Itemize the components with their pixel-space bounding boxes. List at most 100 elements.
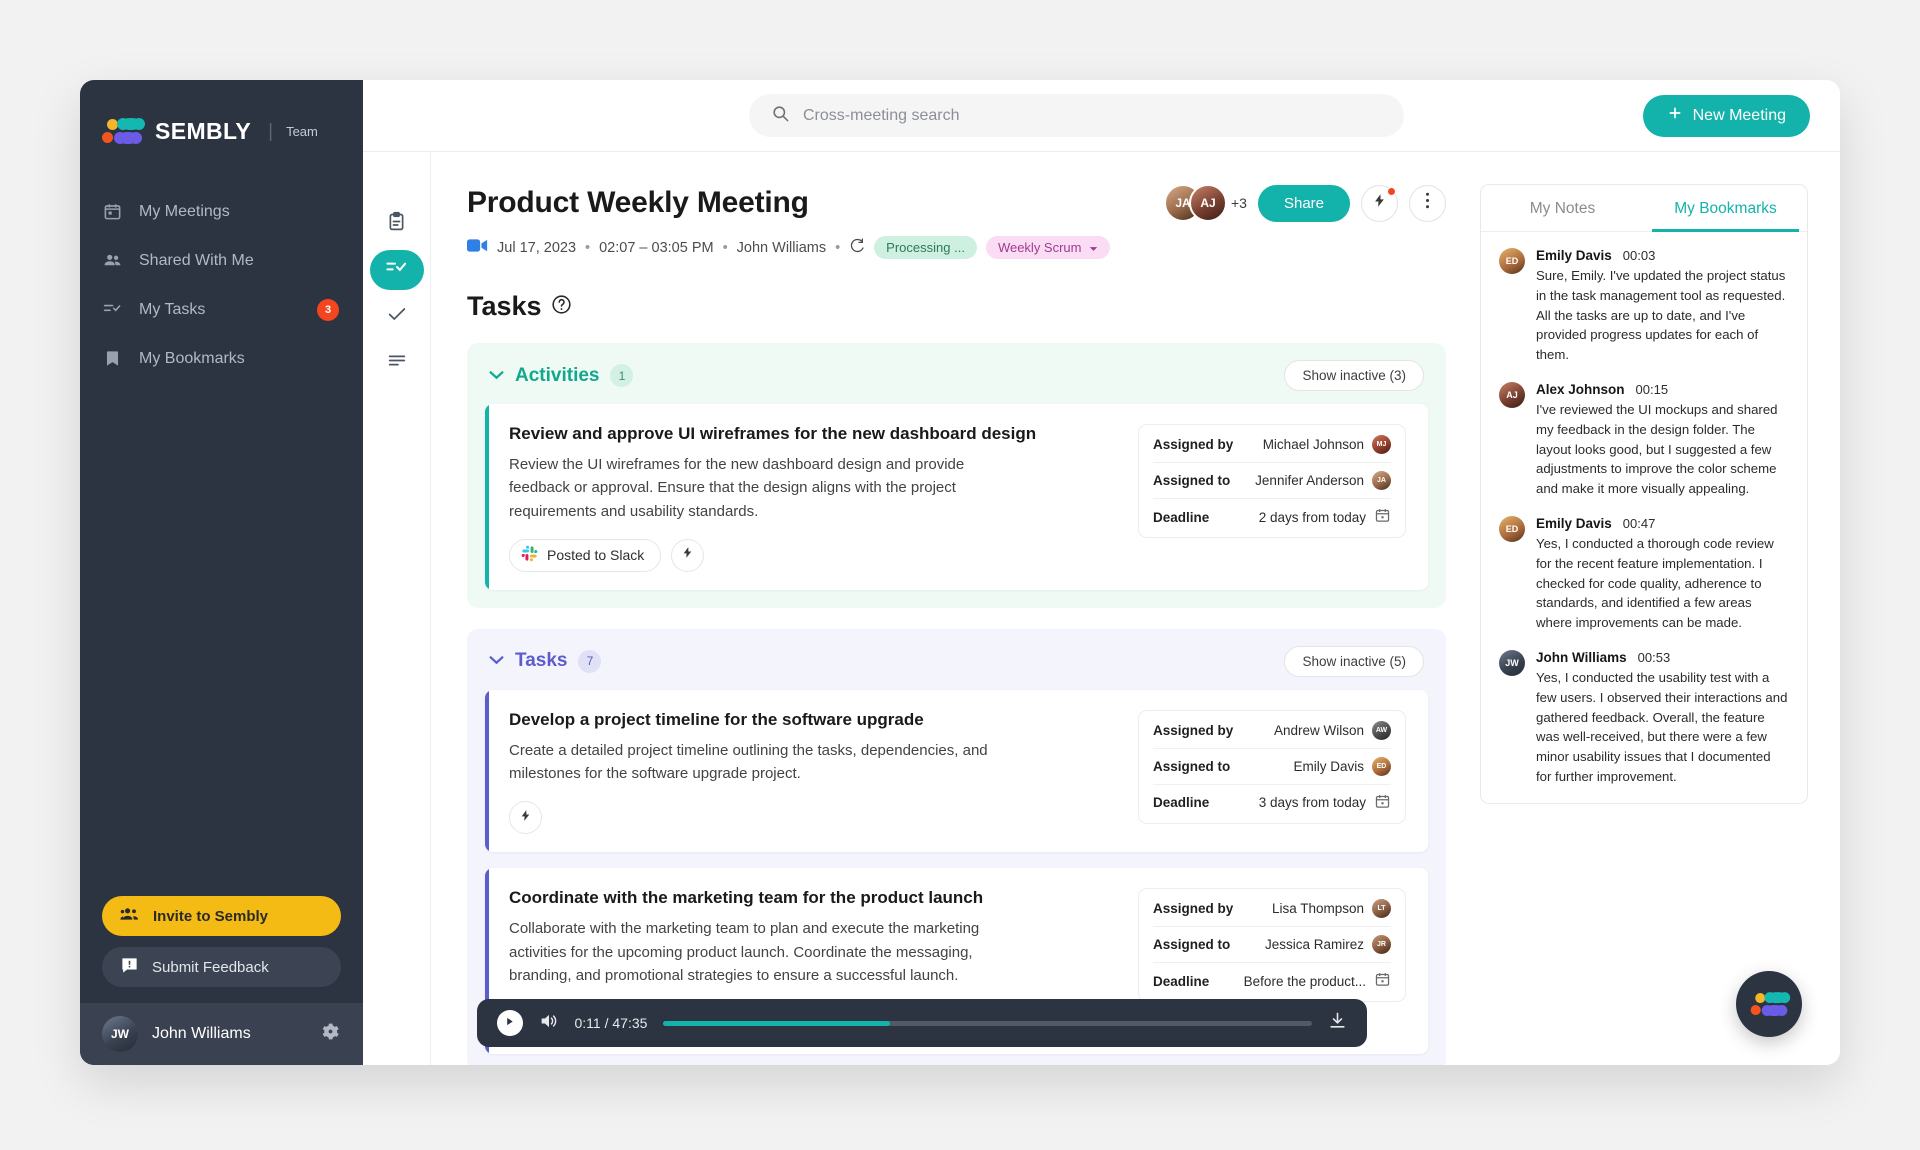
notes-column: My Notes My Bookmarks ED Emily Davis 00:… — [1480, 152, 1840, 1065]
submit-feedback-button[interactable]: Submit Feedback — [102, 947, 341, 987]
tab-my-bookmarks[interactable]: My Bookmarks — [1644, 185, 1807, 232]
app-window: SEMBLY | Team My Meetings — [80, 80, 1840, 1065]
search-input[interactable] — [803, 106, 1382, 125]
task-description: Collaborate with the marketing team to p… — [509, 920, 980, 984]
show-inactive-button[interactable]: Show inactive (5) — [1284, 645, 1424, 677]
meta-row: Deadline 2 days from today — [1153, 499, 1391, 535]
volume-icon[interactable] — [539, 1012, 559, 1035]
task-chip-row: Posted to Slack — [509, 538, 1118, 572]
meta-value: Michael Johnson MJ — [1263, 435, 1391, 454]
tasks-icon — [385, 256, 408, 284]
participants-stack[interactable]: JA AJ +3 — [1164, 184, 1247, 222]
meta-row: Assigned by Lisa Thompson LT — [1153, 891, 1391, 928]
meta-value-text: 2 days from today — [1258, 509, 1366, 525]
meta-value: Jessica Ramirez JR — [1265, 935, 1391, 955]
meta-value: Andrew Wilson AW — [1274, 720, 1391, 740]
calendar-icon[interactable] — [1374, 971, 1391, 991]
note-body: Emily Davis 00:47 Yes, I conducted a tho… — [1536, 516, 1789, 633]
brand-name: SEMBLY — [155, 118, 252, 144]
posted-to-slack-chip[interactable]: Posted to Slack — [509, 538, 662, 572]
help-icon[interactable] — [551, 291, 572, 322]
avatar: JR — [1372, 935, 1391, 955]
note-author: Emily Davis — [1536, 248, 1612, 263]
search-box[interactable] — [749, 94, 1404, 137]
sidebar-user-row[interactable]: JW John Williams — [80, 1003, 363, 1065]
player-time: 0:11 / 47:35 — [574, 1015, 648, 1031]
meta-key: Deadline — [1153, 973, 1210, 989]
play-button[interactable] — [496, 1010, 523, 1036]
status-badge[interactable]: Processing ... — [874, 236, 977, 259]
sidebar-user-name: John Williams — [152, 1025, 251, 1042]
sidebar-item-my-tasks[interactable]: My Tasks 3 — [80, 285, 363, 334]
group-activities: Activities 1 Show inactive (3) Review an… — [467, 343, 1446, 608]
task-title: Review and approve UI wireframes for the… — [509, 424, 1037, 443]
search-icon — [771, 104, 790, 128]
chevron-down-icon[interactable] — [489, 367, 504, 385]
meeting-date: Jul 17, 2023 — [497, 239, 577, 256]
meta-row: Assigned by Andrew Wilson AW — [1153, 713, 1391, 749]
meta-row: Assigned to Jessica Ramirez JR — [1153, 927, 1391, 964]
meta-value-text: Emily Davis — [1293, 758, 1364, 774]
app-logo[interactable]: SEMBLY | Team — [80, 80, 363, 145]
meeting-meta: Jul 17, 2023 • 02:07 – 03:05 PM • John W… — [467, 236, 1446, 259]
avatar: ED — [1499, 515, 1525, 542]
feedback-bubble-icon — [120, 956, 139, 979]
list-item[interactable]: ED Emily Davis 00:47 Yes, I conducted a … — [1499, 515, 1789, 633]
list-item[interactable]: ED Emily Davis 00:03 Sure, Emily. I've u… — [1499, 248, 1789, 365]
avatar: LT — [1372, 899, 1391, 919]
sidebar-item-my-meetings[interactable]: My Meetings — [80, 187, 363, 236]
task-card[interactable]: Develop a project timeline for the softw… — [485, 689, 1428, 853]
refresh-icon[interactable] — [849, 237, 865, 258]
share-button[interactable]: Share — [1257, 184, 1350, 222]
new-meeting-button[interactable]: New Meeting — [1642, 94, 1810, 137]
automations-button[interactable] — [1361, 184, 1398, 222]
invite-to-sembly-button[interactable]: Invite to Sembly — [102, 896, 341, 936]
rail-clipboard-button[interactable] — [370, 204, 424, 244]
progress-bar[interactable] — [663, 1020, 1312, 1026]
meta-value: Lisa Thompson LT — [1272, 899, 1391, 919]
list-item[interactable]: AJ Alex Johnson 00:15 I've reviewed the … — [1499, 381, 1789, 499]
sidebar-item-label: My Tasks — [139, 300, 206, 318]
group-count: 1 — [610, 364, 634, 387]
meta-value-text: Before the product... — [1243, 973, 1366, 989]
task-title: Coordinate with the marketing team for t… — [509, 888, 984, 908]
more-options-button[interactable] — [1409, 184, 1446, 222]
tag-badge[interactable]: Weekly Scrum — [985, 236, 1110, 259]
plus-icon — [1667, 105, 1683, 126]
rail-transcript-button[interactable] — [370, 342, 424, 382]
progress-fill — [663, 1020, 891, 1026]
bolt-icon — [1372, 193, 1387, 213]
meta-row: Deadline 3 days from today — [1153, 785, 1391, 821]
task-automation-button[interactable] — [671, 538, 705, 572]
kebab-menu-icon — [1425, 191, 1430, 215]
meta-separator: • — [835, 239, 841, 256]
calendar-icon[interactable] — [1374, 793, 1391, 813]
avatar: ED — [1372, 756, 1391, 776]
task-automation-button[interactable] — [509, 801, 542, 835]
tab-my-notes[interactable]: My Notes — [1529, 200, 1596, 217]
sembly-assistant-button[interactable] — [1736, 971, 1802, 1037]
gear-icon[interactable] — [320, 1021, 341, 1047]
note-header: Alex Johnson 00:15 — [1536, 382, 1789, 397]
note-author: John Williams — [1536, 649, 1627, 665]
rail-tasks-button[interactable] — [369, 250, 424, 290]
sidebar-item-my-bookmarks[interactable]: My Bookmarks — [80, 334, 363, 383]
add-people-icon — [120, 906, 140, 926]
avatar: JW — [1499, 649, 1525, 676]
rail-check-button[interactable] — [370, 296, 424, 336]
show-inactive-button[interactable]: Show inactive (3) — [1284, 360, 1424, 391]
calendar-icon[interactable] — [1374, 507, 1391, 527]
download-icon[interactable] — [1328, 1011, 1347, 1035]
note-timestamp: 00:15 — [1635, 381, 1669, 397]
meta-key: Assigned to — [1153, 758, 1231, 774]
list-item[interactable]: JW John Williams 00:53 Yes, I conducted … — [1499, 649, 1789, 787]
chevron-down-icon[interactable] — [489, 652, 504, 670]
sidebar-item-shared-with-me[interactable]: Shared With Me — [80, 236, 363, 285]
task-card[interactable]: Review and approve UI wireframes for the… — [485, 404, 1428, 590]
section-heading-label: Tasks — [467, 291, 542, 321]
meeting-time: 02:07 – 03:05 PM — [599, 239, 714, 256]
avatar: JA — [1372, 471, 1391, 490]
note-header: Emily Davis 00:03 — [1536, 248, 1789, 263]
sidebar-item-label: Shared With Me — [139, 251, 254, 269]
meta-value: Emily Davis ED — [1293, 756, 1391, 776]
